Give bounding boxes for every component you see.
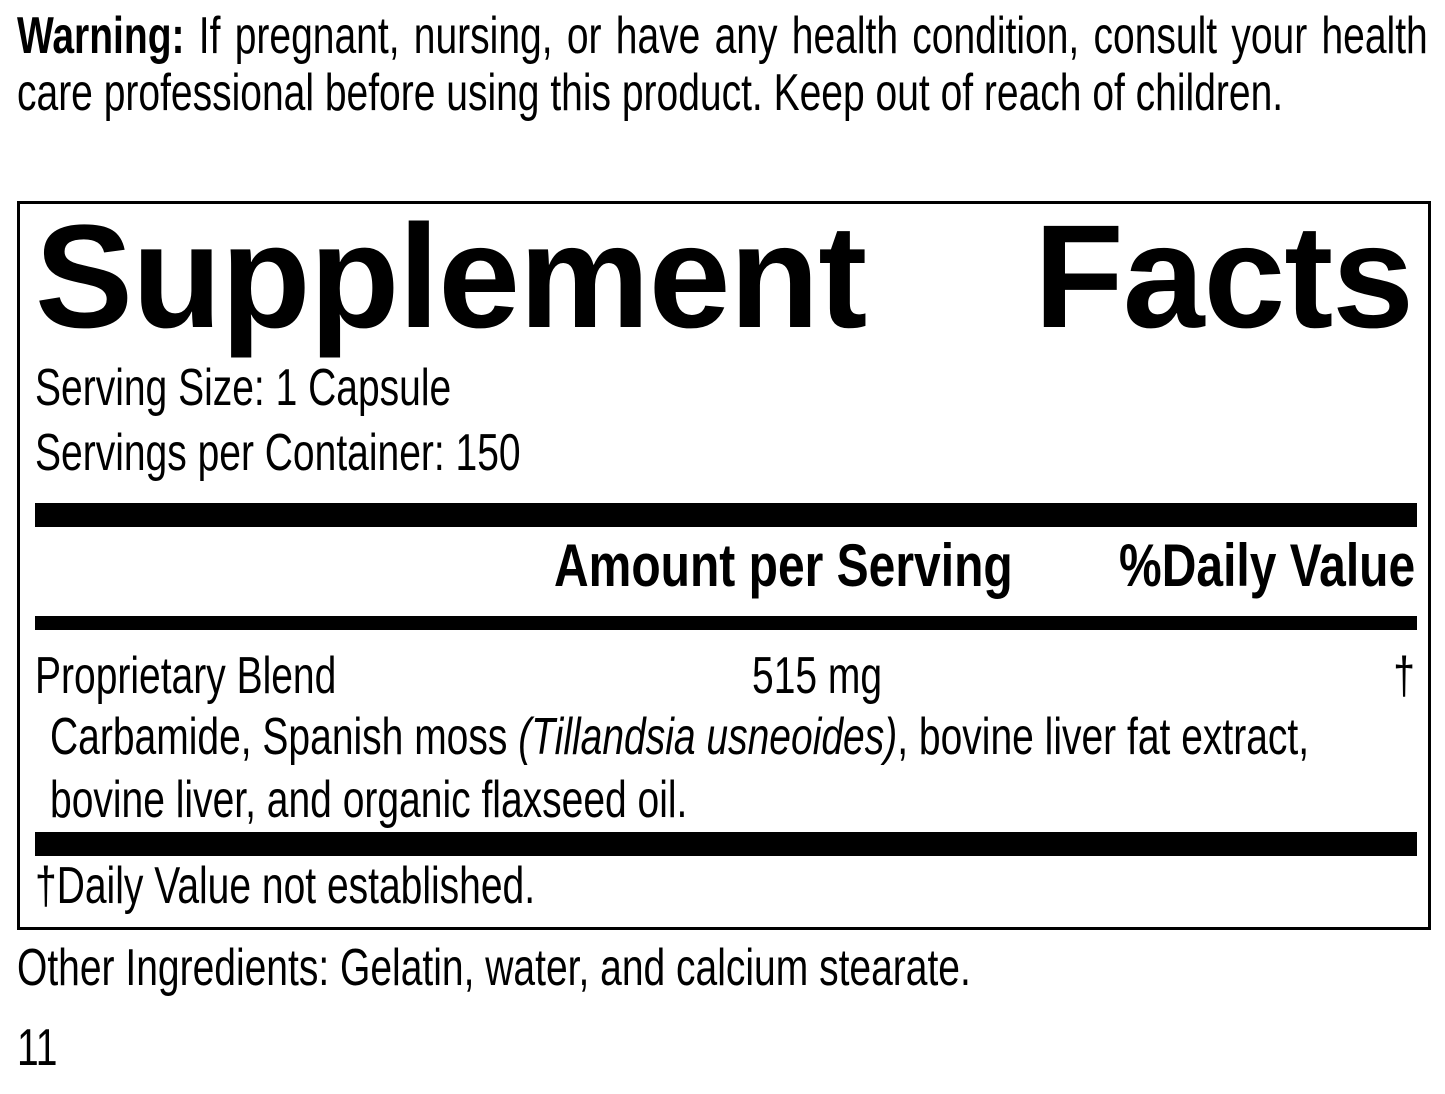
servings-per-container-text: Servings per Container: 150	[35, 424, 521, 482]
ingredient-description-pre: Carbamide, Spanish moss	[50, 708, 519, 766]
ingredient-description: Carbamide, Spanish moss (Tillandsia usne…	[50, 706, 1417, 832]
ingredient-daily-value-dagger: †	[1393, 647, 1415, 705]
ingredient-name: Proprietary Blend	[35, 647, 337, 705]
column-header-daily-value: %Daily Value	[1118, 532, 1415, 599]
panel-title-word-facts: Facts	[1033, 195, 1414, 359]
panel-title: Supplement Facts	[35, 195, 1414, 359]
serving-size-text: Serving Size: 1 Capsule	[35, 359, 452, 417]
divider-bar-thick-top	[35, 503, 1417, 527]
ingredient-description-post: , bovine liver fat extract, bovine liver…	[50, 708, 1310, 829]
column-header-amount-per-serving: Amount per Serving	[554, 532, 1013, 599]
daily-value-footnote: †Daily Value not established.	[35, 857, 536, 915]
panel-title-word-supplement: Supplement	[35, 195, 867, 359]
divider-bar-thin	[35, 616, 1417, 630]
warning-paragraph: Warning: If pregnant, nursing, or have a…	[17, 8, 1428, 122]
warning-text: If pregnant, nursing, or have any health…	[17, 7, 1428, 122]
supplement-facts-panel: Supplement Facts Serving Size: 1 Capsule…	[17, 201, 1431, 930]
warning-label: Warning:	[17, 7, 185, 65]
other-ingredients-text: Other Ingredients: Gelatin, water, and c…	[17, 939, 971, 997]
ingredient-row-proprietary-blend: Proprietary Blend 515 mg †	[20, 648, 1428, 705]
divider-bar-thick-bottom	[35, 832, 1417, 856]
ingredient-amount: 515 mg	[752, 647, 883, 705]
ingredient-latin-name: (Tillandsia usneoides)	[518, 708, 898, 766]
column-header-row: Amount per Serving %Daily Value	[20, 535, 1428, 597]
page-number: 11	[17, 1019, 58, 1077]
